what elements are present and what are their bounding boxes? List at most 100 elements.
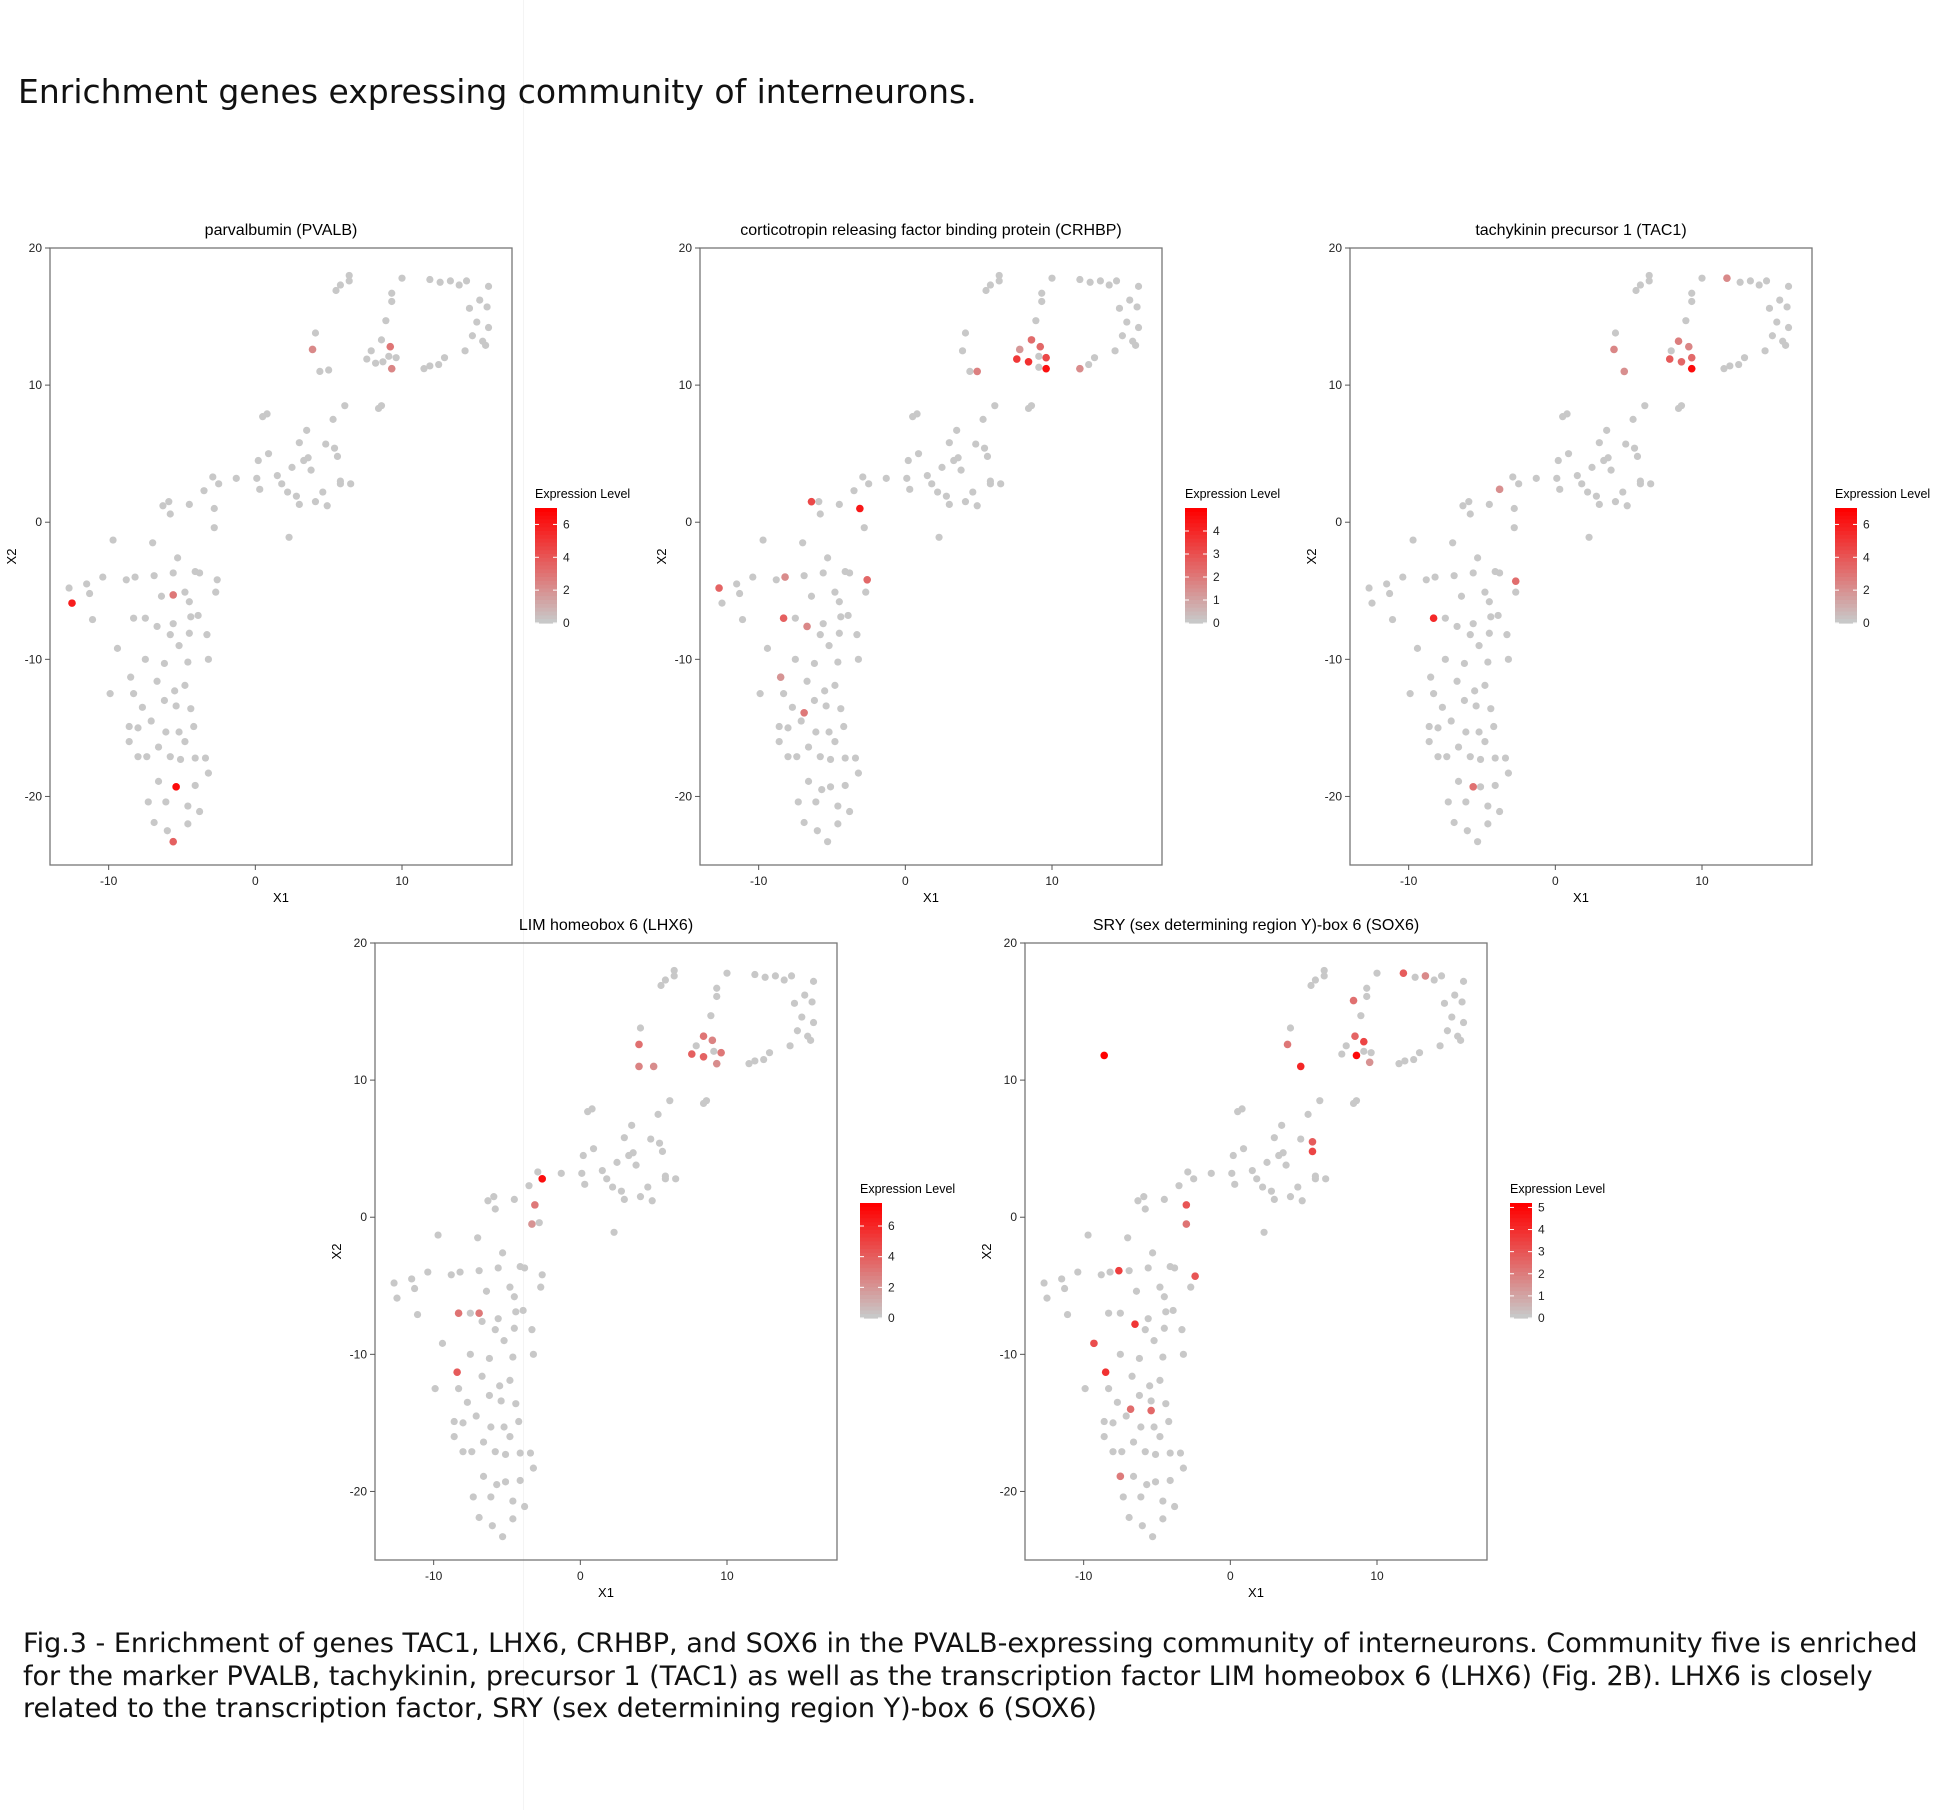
expressed-data-point <box>803 622 811 631</box>
data-point <box>1112 277 1121 285</box>
data-point <box>185 500 193 508</box>
legend-color-bar-segment <box>1835 565 1857 570</box>
legend-color-bar-segment <box>1185 577 1207 582</box>
data-point <box>928 480 936 488</box>
data-point <box>821 687 829 695</box>
data-point <box>154 743 163 751</box>
data-point <box>745 1060 753 1068</box>
legend-color-bar-segment <box>1510 1279 1532 1285</box>
legend-tick-label: 4 <box>1538 1223 1545 1237</box>
legend-tick-label: 2 <box>888 1280 895 1294</box>
legend-color-bar-segment <box>1510 1260 1532 1265</box>
data-point <box>809 1018 818 1027</box>
legend-color-bar-segment <box>860 1260 882 1265</box>
data-point <box>610 1228 618 1236</box>
data-point <box>345 277 353 285</box>
expressed-data-point <box>1126 1405 1135 1413</box>
data-point <box>759 536 767 544</box>
plot-frame <box>374 942 838 1561</box>
data-point <box>175 642 183 650</box>
x-axis-label: X1 <box>923 890 939 905</box>
data-point <box>528 1326 536 1334</box>
data-point <box>799 539 807 547</box>
data-point <box>1735 360 1743 369</box>
data-point <box>1465 498 1473 506</box>
data-point <box>510 1324 518 1332</box>
data-point <box>1123 318 1131 326</box>
data-point <box>934 488 942 496</box>
data-point <box>426 362 434 370</box>
data-point <box>670 966 678 975</box>
data-point <box>1141 1205 1149 1213</box>
data-point <box>319 488 327 496</box>
legend-color-bar-segment <box>1185 519 1207 524</box>
legend-color-bar-segment <box>1835 596 1857 601</box>
data-point <box>710 1047 718 1055</box>
y-tick-label: 10 <box>1329 378 1343 392</box>
data-point <box>109 536 117 544</box>
legend-color-bar-segment <box>1185 596 1207 601</box>
data-point <box>499 1533 507 1541</box>
data-point <box>751 970 759 979</box>
data-point <box>1395 1060 1403 1068</box>
data-point <box>476 296 484 304</box>
legend-color-bar-segment <box>1510 1214 1532 1219</box>
legend-color-bar-segment <box>535 611 557 616</box>
data-point <box>385 352 393 360</box>
data-point <box>613 1158 621 1166</box>
data-point <box>1401 1057 1409 1065</box>
expressed-data-point <box>387 364 396 373</box>
data-point <box>1134 282 1143 290</box>
legend-color-bar-segment <box>1185 607 1207 613</box>
data-point <box>1368 599 1376 607</box>
expressed-data-point <box>454 1309 463 1317</box>
data-point <box>147 717 155 725</box>
expressed-data-point <box>1308 1138 1317 1146</box>
data-point <box>323 502 331 510</box>
data-point <box>787 972 796 980</box>
data-point <box>738 615 747 624</box>
data-point <box>995 277 1003 285</box>
data-point <box>392 354 400 362</box>
data-point <box>1776 296 1784 304</box>
legend-tick-label: 3 <box>1538 1245 1545 1259</box>
data-point <box>1132 1287 1141 1295</box>
data-point <box>957 466 965 474</box>
data-point <box>483 303 491 311</box>
data-point <box>629 1149 637 1157</box>
legend-color-bar-segment <box>860 1233 882 1239</box>
data-point <box>807 1036 815 1044</box>
data-point <box>1160 1293 1168 1301</box>
data-point <box>487 1493 495 1501</box>
data-point <box>388 289 396 297</box>
data-point <box>509 1515 517 1523</box>
data-point <box>1278 1121 1286 1129</box>
data-point <box>1481 588 1489 596</box>
data-point <box>1783 303 1791 311</box>
data-point <box>157 592 166 600</box>
data-point <box>1688 297 1696 306</box>
data-point <box>130 690 138 698</box>
expressed-data-point <box>635 1040 643 1049</box>
expressed-data-point <box>169 837 177 846</box>
data-point <box>1490 722 1498 731</box>
data-point <box>1504 655 1512 663</box>
expressed-data-point <box>1116 1472 1125 1481</box>
x-tick-label: -10 <box>1400 874 1418 888</box>
data-point <box>521 1502 529 1511</box>
data-point <box>1503 631 1511 639</box>
data-point <box>1474 554 1482 562</box>
data-point <box>702 1097 711 1105</box>
data-point <box>1270 1134 1278 1142</box>
data-point <box>134 724 142 732</box>
data-point <box>1636 281 1644 289</box>
data-point <box>913 410 921 418</box>
data-point <box>509 1497 517 1505</box>
data-point <box>1040 1279 1048 1287</box>
data-point <box>169 620 177 628</box>
expressed-data-point <box>973 367 981 376</box>
legend-color-bar-segment <box>1835 619 1857 624</box>
data-point <box>127 673 135 681</box>
data-point <box>1096 277 1104 285</box>
data-point <box>794 798 802 806</box>
